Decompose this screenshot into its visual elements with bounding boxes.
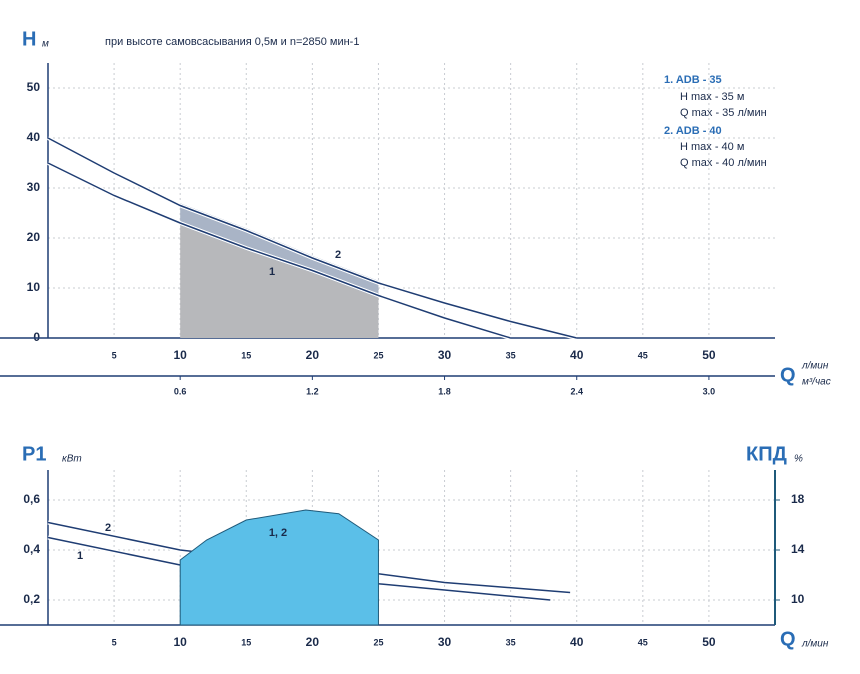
- curve-label: 1: [269, 266, 275, 278]
- x-tick-label: 15: [241, 350, 251, 360]
- working-band: [180, 205, 379, 296]
- y-tick-label: 50: [27, 80, 41, 94]
- curve-label: 1, 2: [269, 527, 287, 539]
- x2-tick-label: 2.4: [570, 386, 583, 396]
- curve-label: 2: [105, 522, 111, 534]
- chart-title: при высоте самовсасывания 0,5м и n=2850 …: [105, 36, 359, 48]
- y-tick-label: 30: [27, 180, 41, 194]
- curve: [47, 162, 511, 339]
- x-tick-label: 45: [638, 350, 648, 360]
- legend-title: 1. ADB - 35: [664, 74, 722, 86]
- working-range: [180, 223, 379, 338]
- efficiency-area: [179, 509, 379, 626]
- y2-tick-label: 18: [791, 492, 805, 506]
- x-axis-label: Q: [780, 628, 796, 650]
- x-tick-label: 45: [638, 637, 648, 647]
- y-tick-label: 10: [27, 280, 41, 294]
- x-tick-label: 15: [241, 637, 251, 647]
- legend-line: Q max - 40 л/мин: [680, 157, 767, 169]
- legend-line: Q max - 35 л/мин: [680, 107, 767, 119]
- x2-tick-label: 0.6: [174, 386, 187, 396]
- x2-tick-label: 3.0: [703, 386, 716, 396]
- y2-axis-unit: %: [794, 454, 803, 465]
- y2-tick-label: 10: [791, 592, 805, 606]
- x-tick-label: 20: [306, 635, 320, 649]
- x-tick-label: 35: [506, 637, 516, 647]
- y-axis-label: H: [22, 28, 36, 50]
- legend-line: H max - 35 м: [680, 91, 744, 103]
- legend-title: 2. ADB - 40: [664, 125, 722, 137]
- y-axis-unit: кВт: [62, 454, 82, 465]
- x-tick-label: 50: [702, 635, 716, 649]
- x2-tick-label: 1.2: [306, 386, 319, 396]
- x-tick-label: 25: [373, 350, 383, 360]
- y-axis-unit: м: [42, 39, 49, 50]
- x-tick-label: 25: [373, 637, 383, 647]
- x-tick-label: 10: [174, 348, 188, 362]
- y-axis-label: P1: [22, 443, 46, 465]
- x-tick-label: 20: [306, 348, 320, 362]
- x-tick-label: 5: [112, 350, 117, 360]
- x-tick-label: 30: [438, 348, 452, 362]
- x-axis-unit: л/мин: [801, 361, 829, 372]
- x-tick-label: 50: [702, 348, 716, 362]
- curve: [47, 137, 577, 339]
- y2-tick-label: 14: [791, 542, 805, 556]
- x2-axis-unit: м³/час: [802, 377, 831, 388]
- y-tick-label: 0,6: [23, 492, 40, 506]
- x-tick-label: 40: [570, 348, 584, 362]
- curve-label: 2: [335, 249, 341, 261]
- x-axis-label: Q: [780, 364, 796, 386]
- y-tick-label: 0,4: [23, 542, 40, 556]
- y2-axis-label: КПД: [746, 443, 787, 465]
- x-tick-label: 5: [112, 637, 117, 647]
- y-tick-label: 0: [33, 330, 40, 344]
- x-tick-label: 40: [570, 635, 584, 649]
- x-tick-label: 10: [174, 635, 188, 649]
- y-tick-label: 40: [27, 130, 41, 144]
- y-tick-label: 20: [27, 230, 41, 244]
- x-axis-unit: л/мин: [801, 639, 829, 650]
- y-tick-label: 0,2: [23, 592, 40, 606]
- legend-line: H max - 40 м: [680, 141, 744, 153]
- x-tick-label: 35: [506, 350, 516, 360]
- x-tick-label: 30: [438, 635, 452, 649]
- x2-tick-label: 1.8: [438, 386, 451, 396]
- curve-label: 1: [77, 550, 83, 562]
